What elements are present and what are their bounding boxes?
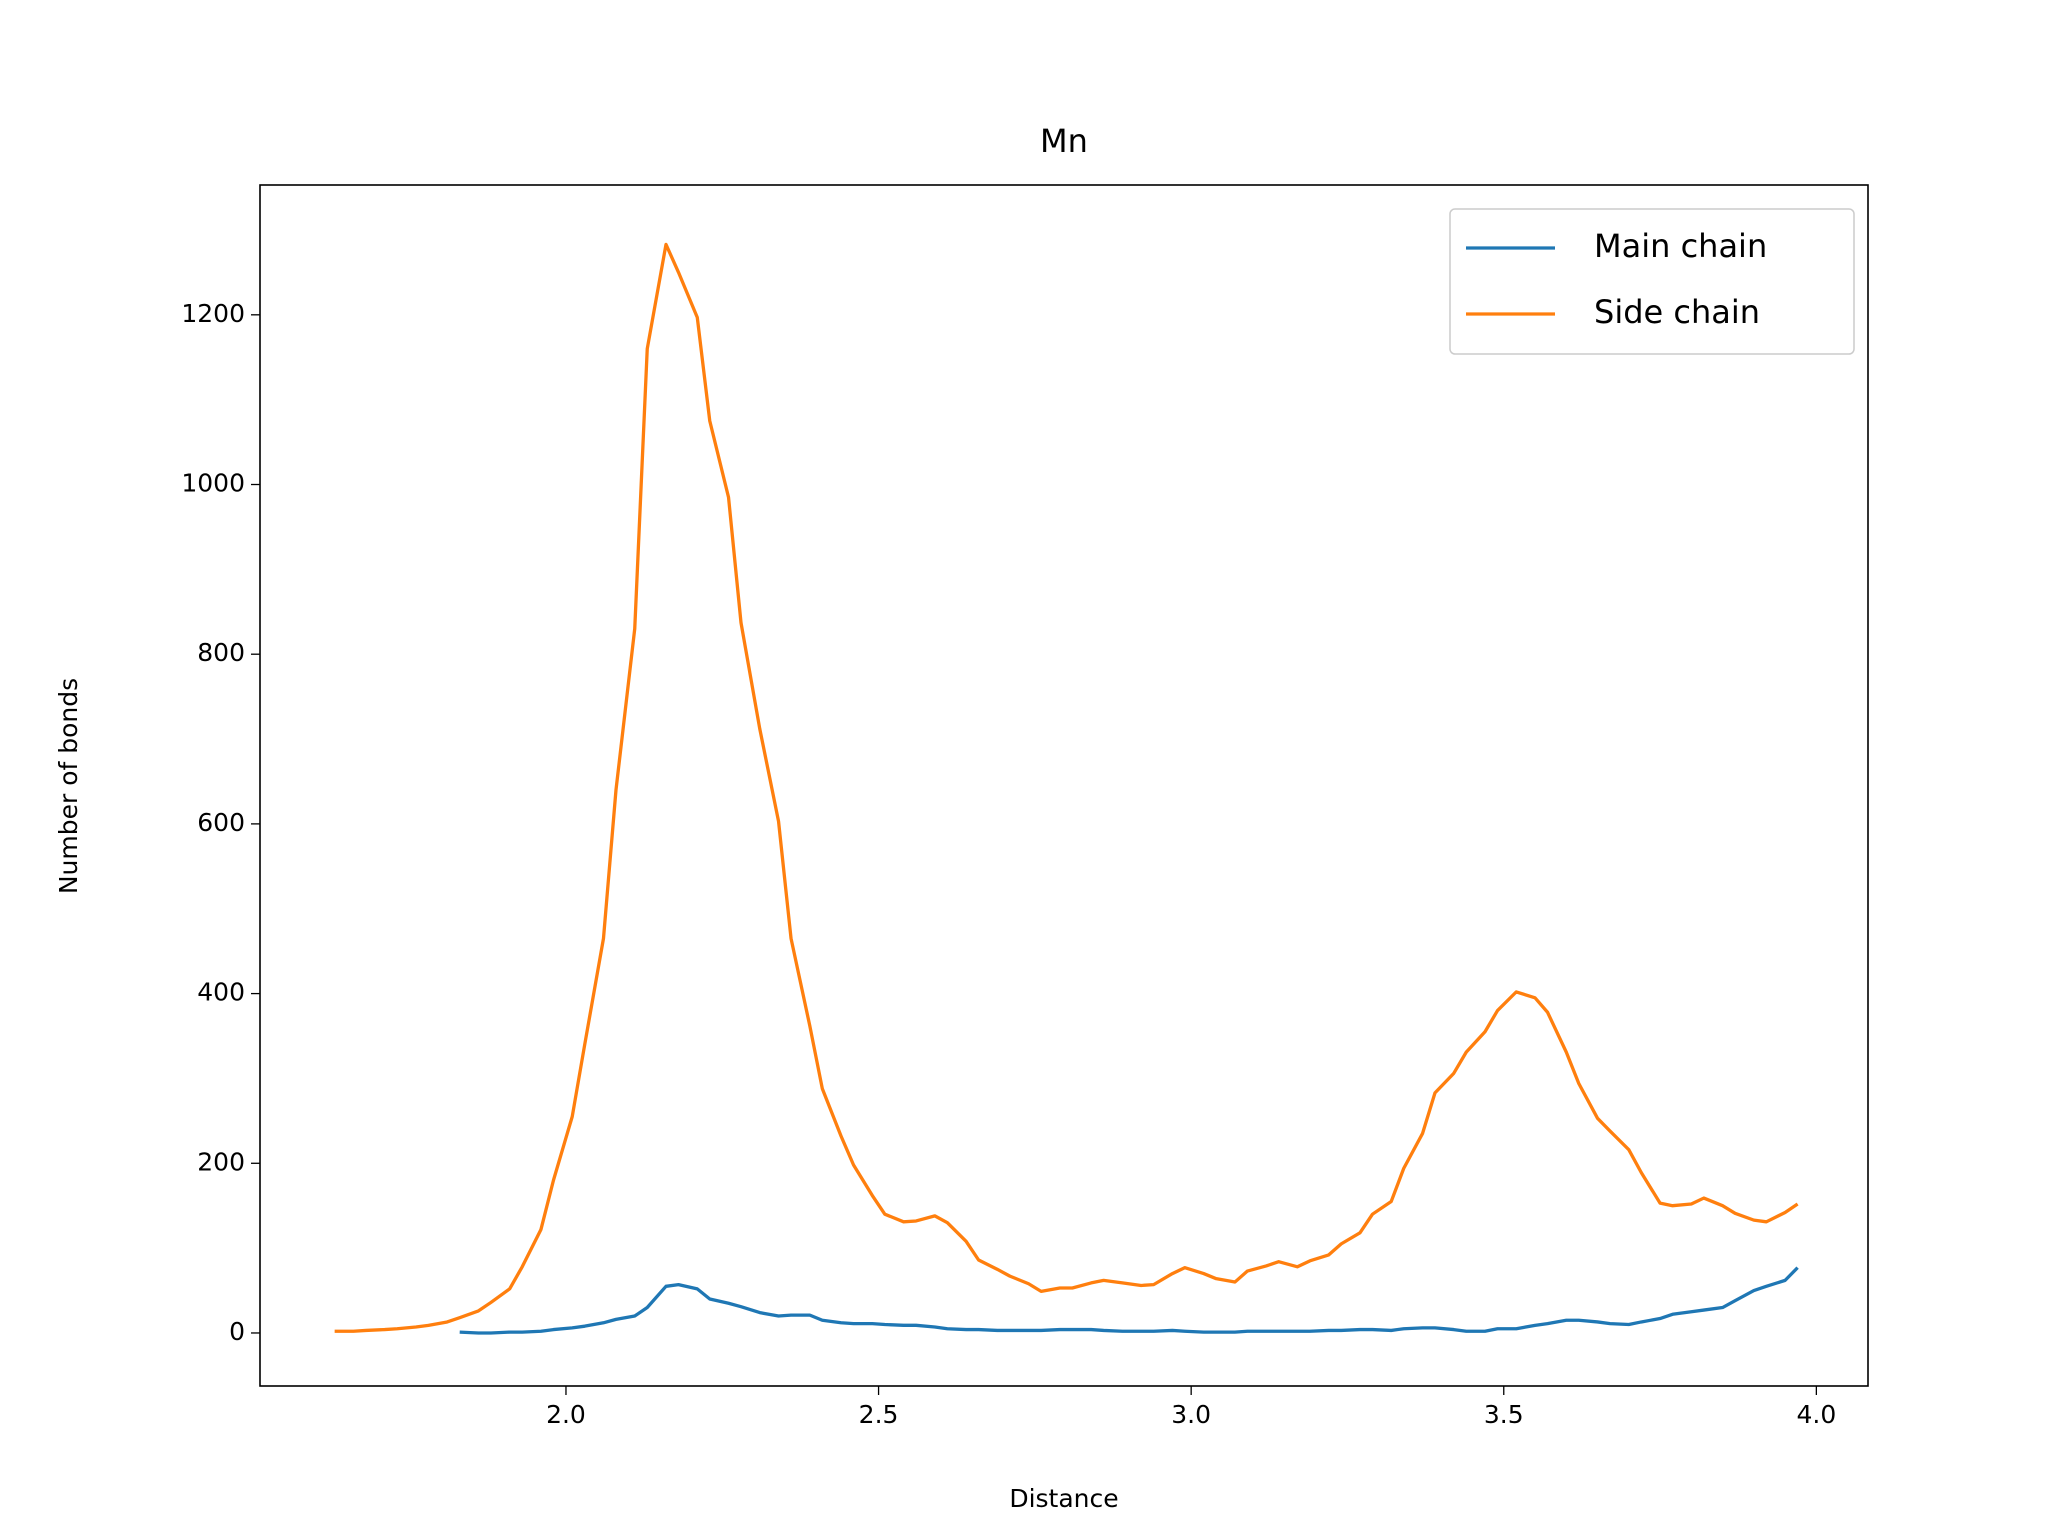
y-tick-label: 400 [197, 978, 245, 1007]
plot-frame [259, 184, 1869, 1387]
x-tick-label: 2.5 [859, 1400, 899, 1429]
y-tick-label: 0 [229, 1317, 245, 1346]
x-tick-label: 3.0 [1171, 1400, 1211, 1429]
y-tick-label: 1200 [181, 299, 245, 328]
chart-title: Mn [1040, 122, 1088, 160]
legend-label: Side chain [1594, 293, 1760, 331]
y-axis-label: Number of bonds [54, 678, 83, 894]
x-tick-label: 4.0 [1796, 1400, 1836, 1429]
legend-label: Main chain [1594, 227, 1767, 265]
series-line [459, 1266, 1799, 1335]
legend-box [1449, 208, 1855, 355]
y-tick-label: 800 [197, 638, 245, 667]
x-axis-label: Distance [1009, 1484, 1118, 1513]
y-tick-label: 1000 [181, 469, 245, 498]
series-line [334, 242, 1799, 1333]
x-tick-label: 2.0 [546, 1400, 586, 1429]
y-tick-label: 600 [197, 808, 245, 837]
x-tick-label: 3.5 [1484, 1400, 1524, 1429]
y-tick-label: 200 [197, 1147, 245, 1176]
